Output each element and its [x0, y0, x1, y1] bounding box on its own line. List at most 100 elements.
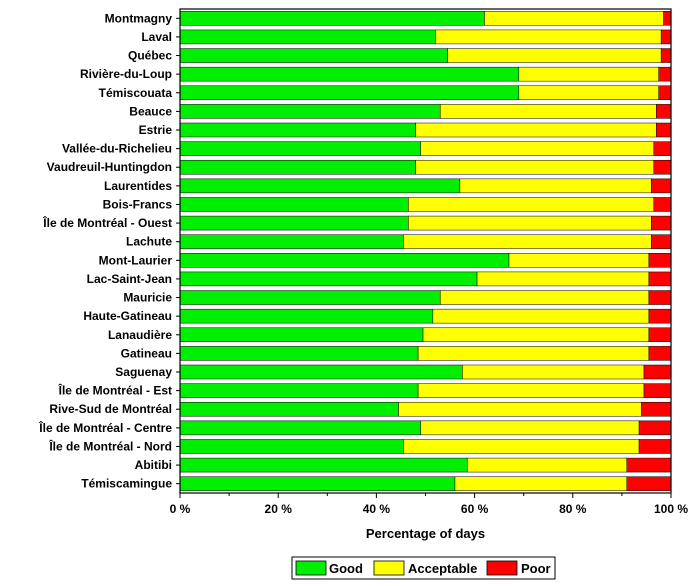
x-tick-label: 0 % [170, 502, 191, 516]
x-tick-label: 20 % [265, 502, 293, 516]
x-tick-labels: 0 % 20 % 40 % 60 % 80 % 100 % [170, 502, 689, 516]
bar-acceptable-20 [417, 383, 645, 398]
bar-acceptable-22 [420, 420, 640, 436]
bars-group [179, 11, 672, 491]
category-label: Laurentides [104, 179, 172, 193]
bar-good-20 [179, 383, 419, 398]
category-label: Île de Montréal - Ouest [42, 215, 172, 230]
bar-acceptable-6 [415, 122, 657, 138]
category-label: Lac-Saint-Jean [87, 272, 172, 286]
category-label: Île de Montréal - Centre [38, 420, 172, 435]
category-label: Montmagny [105, 11, 173, 25]
bar-poor-14 [648, 271, 672, 287]
bar-good-9 [179, 178, 461, 194]
axes-group [176, 8, 672, 498]
bar-good-17 [179, 327, 424, 343]
bar-good-6 [179, 122, 416, 138]
category-label: Haute-Gatineau [83, 309, 172, 323]
category-label: Laval [141, 30, 172, 44]
bar-poor-25 [626, 476, 672, 491]
bar-good-12 [179, 234, 404, 249]
bar-acceptable-25 [454, 476, 628, 491]
category-label: Gatineau [121, 346, 172, 360]
x-axis-title: Percentage of days [366, 526, 485, 541]
bar-poor-7 [653, 141, 672, 156]
bar-poor-1 [660, 29, 672, 45]
x-tick-label: 80 % [559, 502, 587, 516]
bar-poor-13 [648, 253, 672, 268]
category-label: Lachute [126, 235, 172, 249]
category-label: Rive-Sud de Montréal [49, 402, 172, 416]
category-label: Vallée-du-Richelieu [62, 142, 172, 156]
bar-acceptable-24 [466, 457, 628, 473]
category-label: Lanaudière [108, 328, 172, 342]
bar-acceptable-2 [447, 48, 662, 63]
bar-poor-17 [648, 327, 672, 343]
bar-good-1 [179, 29, 436, 45]
category-label: Île de Montréal - Est [58, 383, 172, 398]
bar-acceptable-15 [439, 290, 650, 305]
bar-acceptable-3 [518, 66, 659, 82]
category-label: Québec [128, 49, 172, 63]
bar-good-7 [179, 141, 421, 156]
bar-poor-11 [651, 215, 672, 231]
legend-label-good: Good [329, 561, 363, 576]
bar-acceptable-19 [462, 364, 645, 380]
bar-good-3 [179, 66, 520, 82]
x-tick-label: 40 % [363, 502, 391, 516]
bar-poor-12 [651, 234, 672, 249]
bar-poor-3 [658, 66, 672, 82]
bar-good-19 [179, 364, 463, 380]
bar-poor-24 [626, 457, 672, 473]
plot-frame [179, 8, 672, 494]
category-label: Île de Montréal - Nord [48, 438, 172, 453]
category-label: Bois-Francs [103, 197, 173, 211]
bar-poor-4 [658, 85, 672, 101]
category-label: Estrie [139, 123, 173, 137]
bar-acceptable-16 [432, 308, 650, 324]
category-label: Rivière-du-Loup [80, 67, 172, 81]
bar-acceptable-13 [508, 253, 650, 268]
bar-acceptable-4 [518, 85, 659, 101]
category-label: Beauce [129, 104, 172, 118]
legend-swatch-acceptable [373, 560, 405, 576]
bar-acceptable-14 [476, 271, 650, 287]
bar-acceptable-23 [403, 439, 640, 454]
legend-label-poor: Poor [521, 561, 551, 576]
bar-acceptable-10 [408, 197, 655, 212]
bar-acceptable-21 [398, 401, 642, 417]
legend-swatch-good [295, 560, 327, 576]
bar-acceptable-0 [484, 11, 664, 26]
bar-good-11 [179, 215, 409, 231]
bar-acceptable-9 [459, 178, 652, 194]
category-label: Mauricie [123, 291, 172, 305]
legend-swatch-poor [486, 560, 518, 576]
bar-acceptable-7 [420, 141, 655, 156]
bar-poor-0 [663, 11, 672, 26]
bar-good-21 [179, 401, 399, 417]
bar-acceptable-8 [415, 159, 655, 175]
bar-poor-10 [653, 197, 672, 212]
category-label: Témiscamingue [81, 477, 172, 491]
bar-acceptable-5 [439, 104, 657, 119]
bar-acceptable-1 [435, 29, 662, 45]
category-label: Mont-Laurier [99, 253, 173, 267]
bar-poor-23 [638, 439, 672, 454]
bar-acceptable-17 [422, 327, 650, 343]
bar-good-5 [179, 104, 441, 119]
x-tick-label: 100 % [654, 502, 688, 516]
bar-poor-9 [651, 178, 672, 194]
category-label: Saguenay [115, 365, 172, 379]
bar-good-0 [179, 11, 485, 26]
bar-good-2 [179, 48, 448, 63]
bar-acceptable-12 [403, 234, 652, 249]
bar-poor-22 [638, 420, 672, 436]
category-label: Témiscouata [99, 86, 173, 100]
bar-good-16 [179, 308, 434, 324]
x-tick-label: 60 % [461, 502, 489, 516]
legend: Good Acceptable Poor [291, 556, 556, 580]
bar-poor-18 [648, 346, 672, 361]
category-labels: Montmagny Laval Québec Rivière-du-Loup Témis… [38, 11, 172, 490]
bar-poor-8 [653, 159, 672, 175]
